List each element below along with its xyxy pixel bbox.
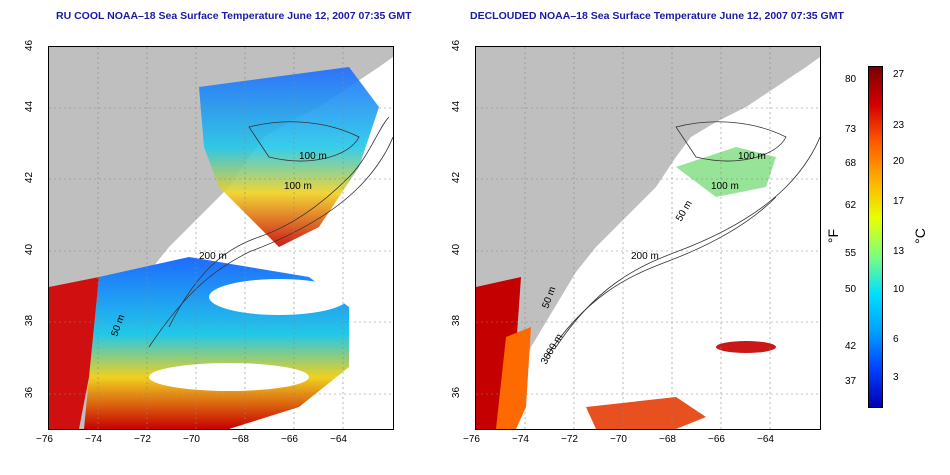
colorbar-celsius-tick: 10 bbox=[893, 284, 905, 295]
left-xtick-label: −72 bbox=[134, 434, 151, 445]
contour-label: 100 m bbox=[711, 181, 739, 192]
left-xtick-label: −68 bbox=[232, 434, 249, 445]
panel-title-right: DECLOUDED NOAA–18 Sea Surface Temperatur… bbox=[470, 10, 844, 22]
bathymetry-contour bbox=[248, 121, 360, 162]
left-ytick-label: 36 bbox=[24, 386, 36, 399]
fahrenheit-unit: °F bbox=[825, 228, 842, 244]
bathymetry-contour bbox=[675, 121, 787, 162]
sst-data-patch bbox=[586, 397, 706, 429]
colorbar-fahrenheit-tick: 55 bbox=[845, 248, 857, 259]
left-xtick-label: −74 bbox=[85, 434, 102, 445]
bathymetry-contour bbox=[545, 196, 777, 358]
right-ytick-label: 36 bbox=[451, 386, 463, 399]
right-ytick-label: 40 bbox=[451, 243, 463, 256]
left-ytick-label: 46 bbox=[24, 39, 36, 52]
sst-map-declouded: 100 m 100 m 50 m 200 m 50 m 3000 m bbox=[475, 46, 821, 430]
left-xtick-label: −66 bbox=[281, 434, 298, 445]
sst-data-patch bbox=[676, 147, 776, 197]
cloud-gap bbox=[149, 363, 309, 391]
right-xtick-label: −70 bbox=[610, 434, 627, 445]
right-xtick-label: −72 bbox=[561, 434, 578, 445]
colorbar-celsius-tick: 23 bbox=[893, 120, 905, 131]
left-ytick-label: 42 bbox=[24, 171, 36, 184]
colorbar-celsius-tick: 17 bbox=[893, 196, 905, 207]
colorbar-fahrenheit-tick: 50 bbox=[845, 284, 857, 295]
right-xtick-label: −76 bbox=[463, 434, 480, 445]
contour-label: 50 m bbox=[674, 199, 695, 224]
sst-data-patch bbox=[496, 327, 531, 429]
contour-label: 100 m bbox=[284, 181, 312, 192]
left-xtick-label: −64 bbox=[330, 434, 347, 445]
colorbar-fahrenheit-tick: 68 bbox=[845, 158, 857, 169]
colorbar-fahrenheit-tick: 62 bbox=[845, 200, 857, 211]
colorbar-fahrenheit-tick: 42 bbox=[845, 341, 857, 352]
sst-data-coastal bbox=[49, 277, 99, 429]
left-xtick-label: −70 bbox=[183, 434, 200, 445]
contour-label: 100 m bbox=[738, 151, 766, 162]
sst-data-patch bbox=[716, 341, 776, 353]
bathymetry-contour bbox=[168, 116, 390, 328]
right-xtick-label: −68 bbox=[659, 434, 676, 445]
right-xtick-label: −64 bbox=[757, 434, 774, 445]
sst-map-raw: 100 m 100 m 200 m 50 m bbox=[48, 46, 394, 430]
contour-label: 200 m bbox=[631, 251, 659, 262]
left-ytick-label: 38 bbox=[24, 314, 36, 327]
left-ytick-label: 40 bbox=[24, 243, 36, 256]
left-ytick-label: 44 bbox=[24, 100, 36, 113]
contour-label: 3000 m bbox=[539, 332, 565, 366]
colorbar-fahrenheit-tick: 37 bbox=[845, 376, 857, 387]
celsius-unit: °C bbox=[911, 228, 928, 244]
right-xtick-label: −74 bbox=[512, 434, 529, 445]
right-ytick-label: 42 bbox=[451, 171, 463, 184]
land-mass bbox=[476, 47, 820, 429]
temperature-colorbar bbox=[868, 66, 883, 408]
colorbar-celsius-tick: 20 bbox=[893, 156, 905, 167]
contour-label: 100 m bbox=[299, 151, 327, 162]
bathymetry-contour bbox=[555, 136, 820, 348]
land-mass bbox=[49, 47, 393, 429]
right-ytick-label: 44 bbox=[451, 100, 463, 113]
right-xtick-label: −66 bbox=[708, 434, 725, 445]
colorbar-celsius-tick: 27 bbox=[893, 69, 905, 80]
colorbar-celsius-tick: 3 bbox=[893, 372, 899, 383]
colorbar-fahrenheit-tick: 80 bbox=[845, 74, 857, 85]
contour-label: 200 m bbox=[199, 251, 227, 262]
colorbar-celsius-tick: 13 bbox=[893, 246, 905, 257]
left-xtick-label: −76 bbox=[36, 434, 53, 445]
sst-data-north bbox=[199, 67, 379, 247]
right-ytick-label: 46 bbox=[451, 39, 463, 52]
cloud-gap bbox=[209, 279, 349, 315]
right-ytick-label: 38 bbox=[451, 314, 463, 327]
colorbar-fahrenheit-tick: 73 bbox=[845, 124, 857, 135]
colorbar-celsius-tick: 6 bbox=[893, 334, 899, 345]
panel-title-left: RU COOL NOAA–18 Sea Surface Temperature … bbox=[56, 10, 412, 22]
bathymetry-contour bbox=[148, 136, 393, 348]
